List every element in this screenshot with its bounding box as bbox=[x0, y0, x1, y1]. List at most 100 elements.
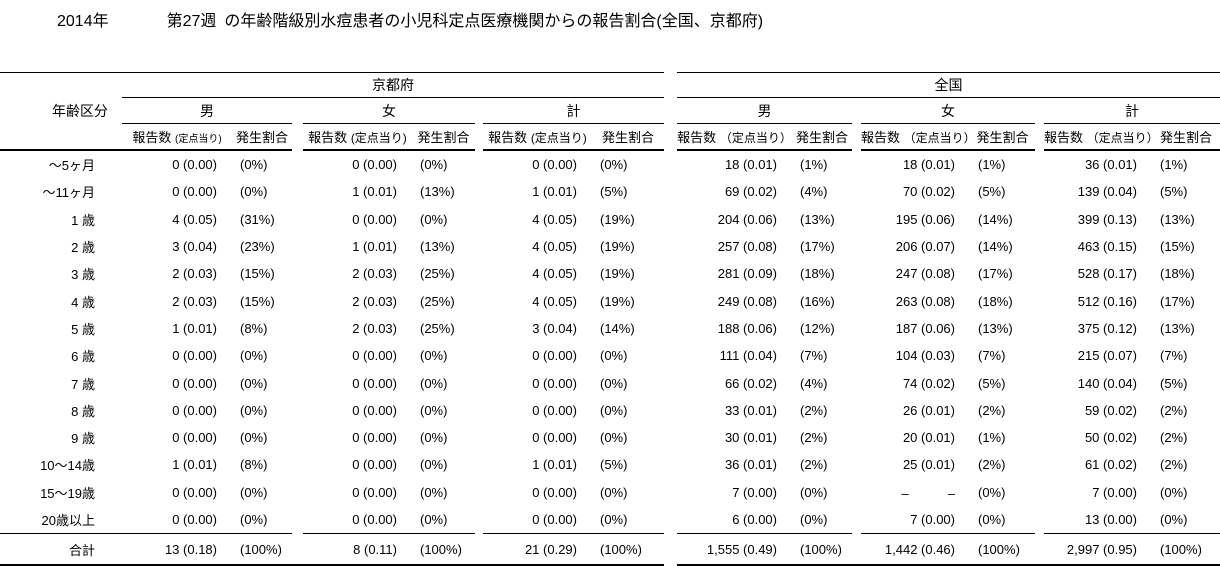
gender-header-kyoto-female: 女 bbox=[303, 97, 475, 124]
rate-cell: (0%) bbox=[600, 402, 628, 418]
report-count-cell: 0 (0.00) bbox=[532, 402, 577, 418]
report-count-cell: 0 (0.00) bbox=[172, 184, 217, 200]
report-count-cell: 206 (0.07) bbox=[895, 239, 955, 255]
report-count-cell: 21 (0.29) bbox=[483, 533, 592, 566]
rate-cell: (0%) bbox=[420, 402, 448, 418]
report-count-cell: 0 (0.00) bbox=[172, 402, 217, 418]
rate-cell: (31%) bbox=[240, 211, 275, 227]
report-count-cell: 1,555 (0.49) bbox=[677, 533, 792, 566]
age-label: 7 歳 bbox=[71, 376, 95, 392]
report-count-cell: 399 (0.13) bbox=[1077, 211, 1137, 227]
rate-cell: (19%) bbox=[600, 266, 635, 282]
column-gap bbox=[852, 206, 861, 233]
column-gap bbox=[292, 451, 303, 478]
age-label: 9 歳 bbox=[71, 431, 95, 447]
rate-cell: (17%) bbox=[1160, 293, 1195, 309]
rate-cell: (1%) bbox=[978, 157, 1006, 173]
age-label: ～5ヶ月 bbox=[48, 158, 95, 174]
report-count-cell: 0 (0.00) bbox=[532, 430, 577, 446]
rate-cell: (0%) bbox=[420, 484, 448, 500]
report-count-cell: 0 (0.00) bbox=[532, 375, 577, 391]
table-row: 4 歳 2 (0.03) (15%) 2 (0.03) (25%) 4 (0.05) (19… bbox=[0, 287, 1220, 314]
subheader-incidence-rate: 発生割合 bbox=[232, 123, 292, 151]
rate-cell: (2%) bbox=[1160, 402, 1188, 418]
report-count-cell: 0 (0.00) bbox=[532, 348, 577, 364]
report-count-cell: 2 (0.03) bbox=[172, 293, 217, 309]
age-column-header: 年齢区分 bbox=[0, 72, 122, 151]
age-label: ～11ヶ月 bbox=[42, 185, 96, 201]
report-count-cell: 215 (0.07) bbox=[1077, 348, 1137, 364]
column-gap bbox=[292, 178, 303, 205]
rate-cell: (0%) bbox=[970, 505, 1035, 535]
report-count-cell: 104 (0.03) bbox=[895, 348, 955, 364]
report-count-cell: 0 (0.00) bbox=[352, 457, 397, 473]
rate-cell: (100%) bbox=[792, 533, 852, 566]
age-label: 20歳以上 bbox=[0, 505, 122, 535]
column-gap bbox=[852, 506, 861, 534]
rate-cell: (0%) bbox=[978, 484, 1006, 500]
rate-cell: (5%) bbox=[978, 375, 1006, 391]
rate-cell: (0%) bbox=[240, 402, 268, 418]
report-count-cell: 20 (0.01) bbox=[902, 430, 955, 446]
column-gap bbox=[664, 369, 677, 396]
age-label: 15～19歳 bbox=[40, 485, 95, 501]
rate-cell: (15%) bbox=[1160, 239, 1195, 255]
rate-cell: (13%) bbox=[1160, 320, 1195, 336]
age-label: 4 歳 bbox=[71, 294, 95, 310]
rate-cell: (4%) bbox=[800, 375, 828, 391]
rate-cell: (25%) bbox=[420, 266, 455, 282]
column-gap bbox=[852, 233, 861, 260]
rate-cell: (0%) bbox=[800, 484, 828, 500]
column-gap bbox=[1035, 479, 1044, 506]
column-gap bbox=[664, 287, 677, 314]
report-week: 第27週 bbox=[166, 13, 217, 30]
subheader-report-count: 報告数 (定点当り) bbox=[483, 123, 592, 151]
column-gap bbox=[1035, 369, 1044, 396]
rate-cell: (1%) bbox=[800, 157, 828, 173]
column-gap bbox=[852, 479, 861, 506]
report-count-cell: 1 (0.01) bbox=[532, 457, 577, 473]
rate-cell: (0%) bbox=[420, 430, 448, 446]
column-gap bbox=[852, 342, 861, 369]
report-count-cell: 204 (0.06) bbox=[717, 211, 777, 227]
rate-cell: (0%) bbox=[600, 375, 628, 391]
column-gap bbox=[292, 206, 303, 233]
rate-cell: (15%) bbox=[240, 293, 275, 309]
rate-cell: (0%) bbox=[420, 157, 448, 173]
report-count-cell: 263 (0.08) bbox=[895, 293, 955, 309]
rate-cell: (0%) bbox=[600, 430, 628, 446]
table-row: 3 歳 2 (0.03) (15%) 2 (0.03) (25%) 4 (0.05) (19… bbox=[0, 260, 1220, 287]
report-count-cell: 0 (0.00) bbox=[172, 430, 217, 446]
column-gap bbox=[1035, 451, 1044, 478]
report-count-cell: 50 (0.02) bbox=[1084, 430, 1137, 446]
column-gap bbox=[475, 315, 483, 342]
rate-cell: (0%) bbox=[420, 348, 448, 364]
report-count-cell: 0 (0.00) bbox=[352, 375, 397, 391]
rate-cell: (8%) bbox=[240, 320, 268, 336]
rate-cell: (18%) bbox=[978, 293, 1013, 309]
rate-cell: (100%) bbox=[412, 533, 475, 566]
column-gap bbox=[292, 150, 303, 178]
column-gap bbox=[664, 206, 677, 233]
rate-cell: (19%) bbox=[600, 293, 635, 309]
rate-cell: (5%) bbox=[1160, 375, 1188, 391]
column-gap bbox=[475, 533, 483, 566]
column-gap bbox=[852, 451, 861, 478]
report-count-cell: 18 (0.01) bbox=[724, 157, 777, 173]
report-count-cell: 7 (0.00) bbox=[732, 484, 777, 500]
rate-cell: (25%) bbox=[420, 293, 455, 309]
rate-cell: (13%) bbox=[1160, 211, 1195, 227]
report-count-cell: 7 (0.00) bbox=[861, 505, 970, 535]
column-gap bbox=[852, 150, 861, 178]
rate-cell: (0%) bbox=[1160, 484, 1188, 500]
rate-cell: (0%) bbox=[420, 211, 448, 227]
rate-cell: (100%) bbox=[970, 533, 1035, 566]
age-label: 3 歳 bbox=[71, 267, 95, 283]
column-gap bbox=[475, 150, 483, 178]
rate-cell: (0%) bbox=[1152, 505, 1220, 535]
rate-cell: (0%) bbox=[420, 375, 448, 391]
report-count-cell: 1 (0.01) bbox=[172, 457, 217, 473]
rate-cell: (0%) bbox=[240, 375, 268, 391]
rate-cell: (17%) bbox=[978, 266, 1013, 282]
report-count-cell: 74 (0.02) bbox=[902, 375, 955, 391]
